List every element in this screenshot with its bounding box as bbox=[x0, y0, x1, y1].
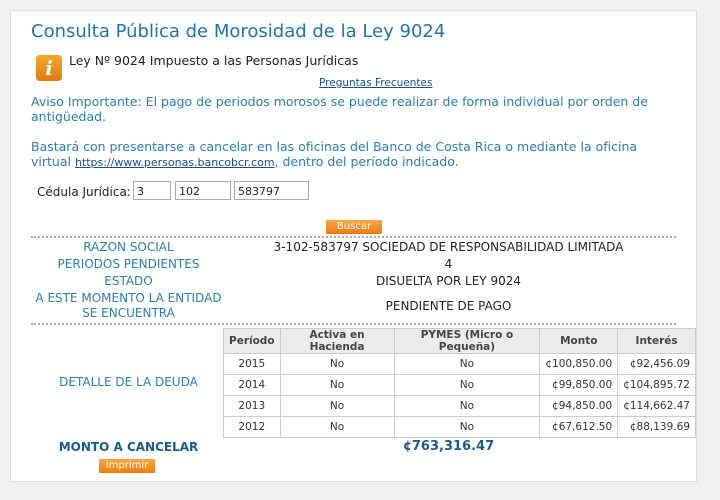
cell: No bbox=[393, 416, 541, 438]
info: Bastará con presentarse a cancelar en la… bbox=[31, 139, 661, 170]
id-input[interactable]: 102 bbox=[175, 181, 231, 200]
search-button[interactable]: Buscar bbox=[326, 220, 382, 234]
debt-row: 2014 No No ¢99,850.00 ¢104,895.72 bbox=[223, 374, 696, 396]
cell: No bbox=[393, 395, 541, 417]
header-row: Período Activa en Hacienda PYMES (Micro o … bbox=[223, 328, 696, 354]
summary-label: A ESTE MOMENTO LA ENTIDAD SE ENCUENTRA bbox=[35, 291, 222, 320]
faq-link[interactable]: Preguntas Frecuentes bbox=[319, 77, 433, 89]
debt-row: 2015 No No ¢100,850.00 ¢92,456.09 bbox=[223, 353, 696, 375]
form-label: Cédula Jurídica: bbox=[37, 185, 131, 199]
column-header: Período bbox=[223, 328, 281, 354]
summary-value: PENDIENTE DE PAGO bbox=[385, 299, 512, 313]
cell: 2012 bbox=[223, 416, 281, 438]
summary-value: DISUELTA POR LEY 9024 bbox=[375, 274, 521, 288]
summary-label: ESTADO bbox=[104, 274, 153, 288]
cell: ¢100,850.00 bbox=[539, 353, 619, 375]
summary-label: PERIODOS PENDIENTES bbox=[57, 257, 200, 271]
column-header: Monto bbox=[539, 328, 619, 354]
info-icon: i bbox=[36, 55, 62, 81]
id-input[interactable]: 3 bbox=[133, 181, 171, 200]
cell: 2014 bbox=[223, 374, 281, 396]
debt-label: DETALLE DE LA DEUDA bbox=[59, 375, 198, 389]
total-label: MONTO A CANCELAR bbox=[58, 440, 199, 454]
cell: No bbox=[279, 374, 395, 396]
debt-table: Período Activa en Hacienda PYMES (Micro o … bbox=[223, 328, 696, 438]
cell: No bbox=[279, 416, 395, 438]
cell: ¢104,895.72 bbox=[617, 374, 696, 396]
summary-value: 3-102-583797 SOCIEDAD DE RESPONSABILIDAD… bbox=[273, 240, 624, 254]
separator bbox=[31, 323, 676, 325]
info-text: , dentro del período indicado. bbox=[274, 154, 459, 169]
cell: ¢99,850.00 bbox=[539, 374, 619, 396]
id-input[interactable]: 583797 bbox=[234, 181, 309, 200]
cell: No bbox=[279, 395, 395, 417]
cell: No bbox=[393, 353, 541, 375]
column-header: Activa en Hacienda bbox=[279, 328, 395, 354]
cell: ¢67,612.50 bbox=[539, 416, 619, 438]
total-value: ¢763,316.47 bbox=[402, 439, 495, 454]
bank-link[interactable]: https://www.personas.bancobcr.com bbox=[74, 156, 275, 169]
print-button[interactable]: Imprimir bbox=[99, 459, 155, 473]
column-header: PYMES (Micro o Pequeña) bbox=[393, 328, 541, 354]
cell: 2015 bbox=[223, 353, 281, 375]
debt-row: 2012 No No ¢67,612.50 ¢88,139.69 bbox=[223, 416, 696, 438]
panel: Consulta Pública de Morosidad de la Ley … bbox=[10, 10, 697, 482]
cell: ¢92,456.09 bbox=[617, 353, 696, 375]
notice: Aviso Importante: El pago de periodos mo… bbox=[31, 94, 648, 124]
cell: No bbox=[279, 353, 395, 375]
cell: ¢88,139.69 bbox=[617, 416, 696, 438]
column-header: Interés bbox=[617, 328, 696, 354]
summary-label: RAZON SOCIAL bbox=[83, 240, 174, 254]
debt-row: 2013 No No ¢94,850.00 ¢114,662.47 bbox=[223, 395, 696, 417]
cell: 2013 bbox=[223, 395, 281, 417]
info-text: Bastará con presentarse a cancelar en la… bbox=[31, 139, 638, 169]
separator bbox=[31, 236, 676, 238]
cell: ¢114,662.47 bbox=[617, 395, 696, 417]
cell: No bbox=[393, 374, 541, 396]
cell: ¢94,850.00 bbox=[539, 395, 619, 417]
page-title: Consulta Pública de Morosidad de la Ley … bbox=[31, 21, 446, 42]
subtitle: Ley Nº 9024 Impuesto a las Personas Jurí… bbox=[69, 53, 359, 68]
summary-value: 4 bbox=[444, 257, 453, 271]
